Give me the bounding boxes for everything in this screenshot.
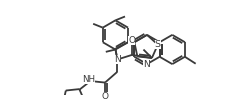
Text: N: N bbox=[143, 60, 150, 69]
Text: S: S bbox=[155, 40, 161, 49]
Text: O: O bbox=[101, 92, 109, 100]
Text: NH: NH bbox=[82, 75, 95, 84]
Text: N: N bbox=[114, 55, 121, 64]
Text: O: O bbox=[128, 36, 136, 45]
